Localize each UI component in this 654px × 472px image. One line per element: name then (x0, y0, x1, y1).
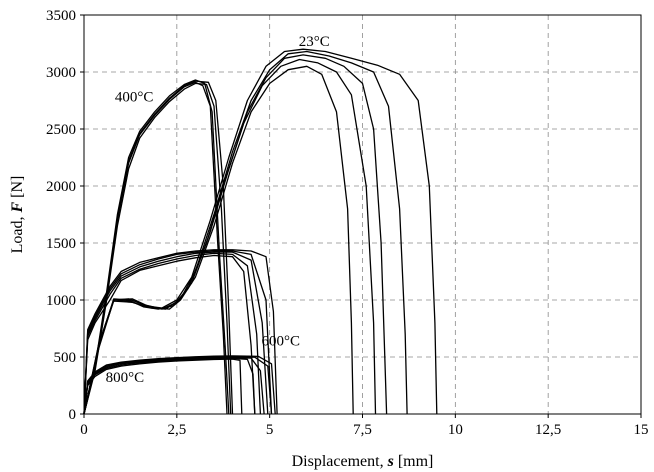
x-tick-label: 7,5 (353, 422, 372, 438)
y-tick-label: 1500 (46, 236, 76, 252)
x-tick-label: 5 (266, 422, 274, 438)
x-axis-title-unit: [mm] (394, 453, 434, 470)
y-axis-title: Load, F [N] (9, 176, 26, 254)
axis-ticks: 0 2,5 5 7,5 10 12,5 15 0 500 1000 1500 2000 2500 3000… (46, 8, 649, 438)
y-tick-label: 500 (54, 350, 77, 366)
y-tick-label: 2000 (46, 179, 76, 195)
temperature-label: 23°C (299, 34, 330, 50)
y-tick-label: 3000 (46, 65, 76, 81)
curve-800c-15 (83, 358, 243, 415)
y-axis-title-unit: [N] (9, 176, 26, 202)
curve-400c-9 (83, 80, 234, 415)
x-tick-label: 10 (448, 422, 463, 438)
curve-400c-7 (83, 79, 230, 415)
x-axis-title-symbol: s (387, 453, 394, 470)
x-axis-title: Displacement, s [mm] (292, 453, 434, 470)
curve-600c-12 (83, 251, 269, 415)
curve-600c-14 (83, 249, 278, 415)
curve-400c-8 (83, 82, 232, 415)
curve-600c-10 (83, 254, 256, 415)
temperature-label: 800°C (106, 370, 145, 386)
y-tick-label: 0 (69, 407, 77, 423)
y-tick-label: 3500 (46, 8, 76, 24)
temperature-label: 600°C (262, 334, 301, 350)
grid-lines (84, 15, 641, 414)
x-axis-title-prefix: Displacement, (292, 453, 388, 470)
y-tick-label: 2500 (46, 122, 76, 138)
data-curves (83, 48, 438, 415)
curve-600c-11 (83, 252, 262, 415)
annotations: 23°C 400°C 600°C 800°C (106, 34, 330, 386)
x-tick-label: 15 (634, 422, 649, 438)
x-tick-label: 0 (80, 422, 88, 438)
temperature-label: 400°C (115, 90, 154, 106)
y-axis-title-prefix: Load, (9, 213, 26, 254)
y-axis-title-symbol: F (9, 202, 26, 214)
x-tick-label: 2,5 (167, 422, 186, 438)
curve-800c-17 (83, 356, 265, 415)
y-tick-label: 1000 (46, 293, 76, 309)
curve-800c-19 (83, 355, 276, 415)
curve-800c-18 (83, 356, 273, 415)
curve-600c-13 (83, 250, 273, 415)
curve-23c-5 (83, 48, 438, 415)
x-tick-label: 12,5 (535, 422, 561, 438)
